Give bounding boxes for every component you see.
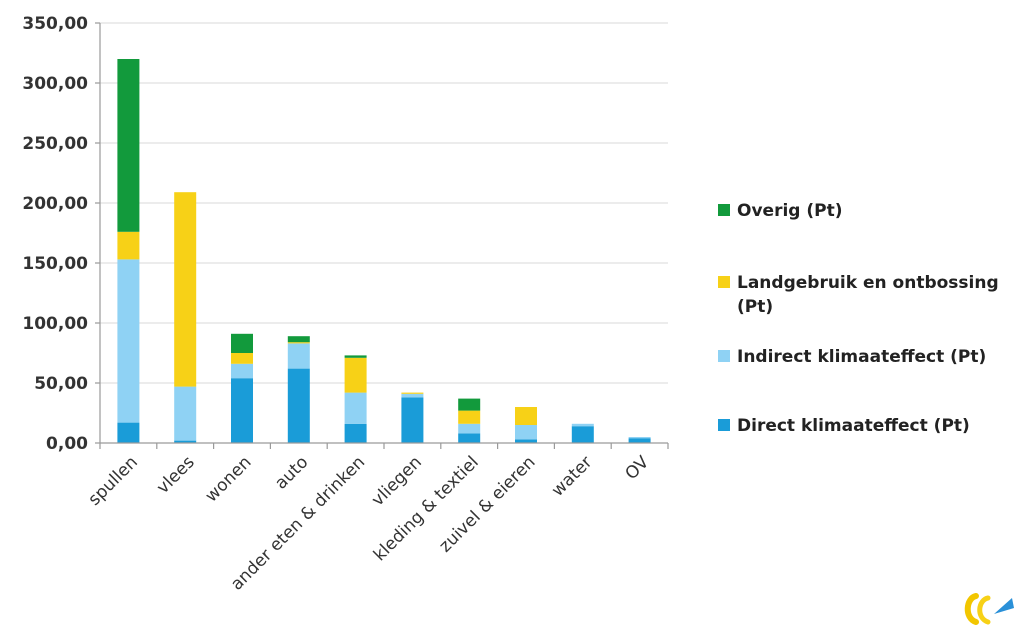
bar-segment [231, 333, 253, 353]
y-tick-label: 300,00 [22, 74, 88, 94]
bar-segment [287, 342, 310, 344]
y-tick-labels: 0,00 50,00 100,00 150,00 200,00 250,00 300,00 3… [22, 14, 88, 454]
x-tick-label: wonen [202, 452, 256, 506]
bar-segment [117, 259, 140, 423]
bar-segment [458, 433, 481, 443]
bar-segment [231, 363, 253, 379]
bar-segment [401, 393, 424, 398]
bar-segment [287, 368, 310, 443]
legend-label: Direct klimaateffect (Pt) [737, 416, 970, 436]
x-tick-label: vliegen [368, 452, 426, 510]
legend-swatch [718, 204, 730, 216]
x-tick-label: vlees [153, 452, 199, 498]
bar-segment [344, 392, 367, 424]
x-tick-label: auto [271, 452, 312, 493]
bar-segment [344, 357, 367, 393]
bar-segment [344, 355, 367, 358]
bar-segment [231, 378, 253, 443]
x-tick-label: kleding & textiel [370, 452, 483, 565]
legend-label: Overig (Pt) [737, 201, 843, 221]
bar-segment [458, 398, 481, 411]
y-tick-label: 200,00 [22, 194, 88, 214]
bar-segment [117, 231, 140, 260]
x-tick-label: spullen [85, 452, 142, 509]
bar-segment [117, 422, 140, 443]
legend: Overig (Pt) Landgebruik en ontbossing (Pt)… [718, 201, 999, 436]
bars [117, 59, 651, 443]
bar-segment [287, 343, 310, 369]
bar-segment [515, 439, 537, 443]
y-tick-label: 150,00 [22, 254, 88, 274]
bar-segment [628, 438, 651, 443]
y-tick-label: 0,00 [46, 434, 88, 454]
legend-swatch [718, 419, 730, 431]
bar-segment [458, 410, 481, 424]
bar-segment [174, 386, 197, 441]
bar-segment [174, 440, 197, 443]
legend-swatch [718, 276, 730, 288]
x-tick-label: zuivel & eieren [435, 452, 539, 556]
legend-label: Landgebruik en ontbossing (Pt) [737, 273, 999, 317]
bar-segment [174, 192, 197, 387]
bar-segment [231, 353, 253, 364]
bar-segment [571, 423, 594, 427]
bar-segment [571, 426, 594, 443]
x-tick-label: OV [622, 452, 654, 484]
bar-segment [628, 437, 651, 439]
y-tick-label: 250,00 [22, 134, 88, 154]
y-tick-label: 50,00 [34, 374, 88, 394]
legend-label: Indirect klimaateffect (Pt) [737, 347, 986, 367]
x-tick-label: water [548, 452, 596, 500]
bar-segment [515, 407, 537, 425]
bar-segment [458, 423, 481, 434]
bar-segment [401, 392, 424, 394]
y-tick-label: 100,00 [22, 314, 88, 334]
y-tick-label: 350,00 [22, 14, 88, 34]
legend-swatch [718, 350, 730, 362]
bar-segment [117, 59, 140, 232]
axes [95, 22, 669, 449]
bar-segment [344, 423, 367, 443]
logo-icon [964, 593, 1014, 625]
bar-segment [287, 336, 310, 343]
bar-segment [515, 425, 537, 440]
bar-segment [401, 397, 424, 443]
